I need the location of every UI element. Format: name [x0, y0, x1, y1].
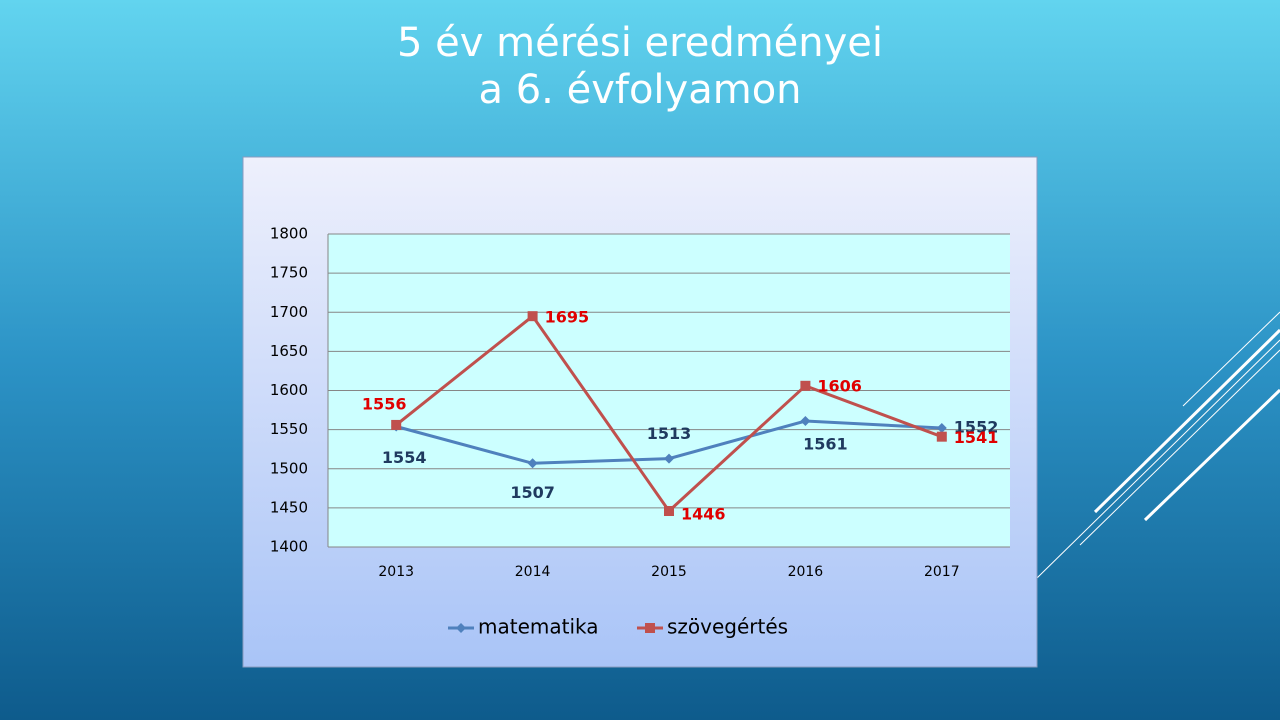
data-label: 1507	[510, 483, 555, 502]
x-tick-label: 2017	[924, 564, 960, 580]
x-tick-label: 2016	[788, 564, 824, 580]
y-tick-label: 1750	[270, 264, 308, 282]
y-tick-label: 1800	[270, 225, 308, 243]
y-tick-label: 1700	[270, 303, 308, 321]
title-line: a 6. évfolyamon	[478, 67, 801, 113]
data-label: 1556	[362, 394, 407, 413]
marker	[664, 453, 674, 464]
y-tick-label: 1500	[270, 459, 308, 477]
marker	[527, 458, 538, 469]
title-line: 5 év mérési eredményei	[397, 20, 883, 66]
decoration	[1036, 311, 1280, 579]
legend-marker	[456, 623, 466, 633]
x-tick-label: 2014	[515, 564, 551, 580]
data-label: 1541	[954, 428, 999, 447]
data-label: 1695	[545, 308, 590, 327]
data-label: 1561	[803, 435, 848, 454]
y-tick-label: 1450	[270, 498, 308, 516]
marker	[800, 380, 811, 391]
y-tick-label: 1550	[270, 420, 308, 438]
marker	[527, 311, 538, 322]
marker	[391, 419, 402, 430]
data-label: 1554	[382, 448, 427, 467]
marker	[800, 416, 811, 427]
marker	[664, 506, 674, 517]
data-label: 1606	[817, 376, 862, 395]
marker	[936, 431, 947, 442]
y-tick-label: 1650	[270, 342, 308, 360]
x-tick-label: 2015	[651, 564, 687, 580]
data-label: 1513	[647, 424, 692, 443]
y-tick-label: 1600	[270, 381, 308, 399]
x-tick-label: 2013	[378, 564, 414, 580]
legend-label: matematika	[478, 615, 599, 639]
legend-marker	[645, 623, 655, 633]
data-label: 1552	[954, 418, 999, 437]
data-label: 1446	[681, 505, 726, 524]
marker	[936, 423, 947, 434]
legend-label: szövegértés	[667, 615, 788, 639]
y-tick-label: 1400	[270, 538, 308, 556]
